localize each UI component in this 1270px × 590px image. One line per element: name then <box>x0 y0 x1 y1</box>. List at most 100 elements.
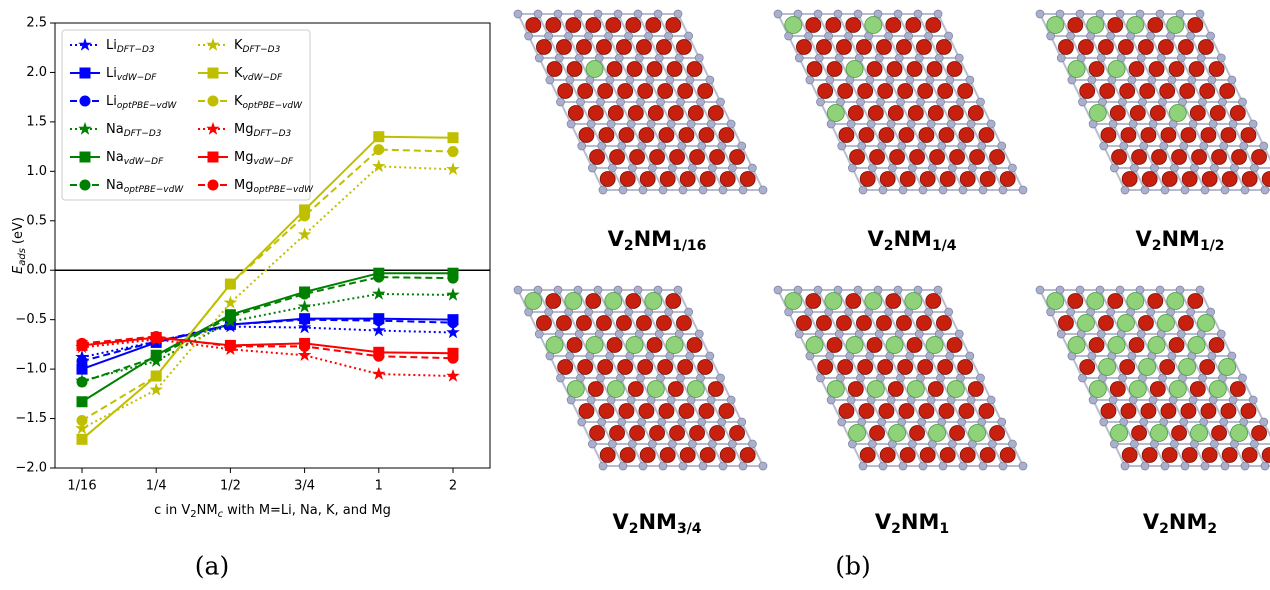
x-tick-label: 1 <box>375 479 383 494</box>
n-atom <box>878 360 893 375</box>
v-atom <box>555 54 563 62</box>
v-atom <box>1116 10 1124 18</box>
n-atom <box>740 448 755 463</box>
n-atom <box>1169 62 1184 77</box>
v-atom <box>577 98 585 106</box>
v-atom <box>687 120 695 128</box>
v-atom <box>1147 308 1155 316</box>
v-atom <box>1249 396 1257 404</box>
n-atom <box>568 106 583 121</box>
n-atom <box>858 360 873 375</box>
x-axis-label-part: NM <box>197 503 218 518</box>
n-atom <box>1201 128 1216 143</box>
metal-atom <box>867 381 884 398</box>
v-atom <box>919 186 927 194</box>
v-atom <box>926 76 934 84</box>
n-atom <box>1152 150 1167 165</box>
n-atom <box>659 404 674 419</box>
v-atom <box>655 330 663 338</box>
v-atom <box>886 76 894 84</box>
v-atom <box>637 374 645 382</box>
n-atom <box>1129 62 1144 77</box>
n-atom <box>796 316 811 331</box>
n-atom <box>1160 84 1175 99</box>
n-atom <box>636 316 651 331</box>
v-atom <box>915 330 923 338</box>
n-atom <box>578 360 593 375</box>
v-atom <box>1129 120 1137 128</box>
marker <box>225 341 235 351</box>
v-atom <box>1209 120 1217 128</box>
n-atom <box>947 338 962 353</box>
v-atom <box>1190 164 1198 172</box>
v-atom <box>646 352 654 360</box>
legend-subscript: optPBE−vdW <box>117 101 178 111</box>
metal-atom <box>525 293 542 310</box>
legend-subscript: vdW−DF <box>253 157 293 167</box>
v-atom <box>1097 54 1105 62</box>
v-atom <box>1116 286 1124 294</box>
v-atom <box>646 76 654 84</box>
n-atom <box>868 106 883 121</box>
n-atom <box>619 404 634 419</box>
marker <box>77 397 87 407</box>
n-atom <box>708 382 723 397</box>
v-atom <box>748 164 756 172</box>
v-atom <box>759 186 767 194</box>
v-atom <box>859 462 867 470</box>
n-atom <box>1162 448 1177 463</box>
n-atom <box>1230 106 1245 121</box>
n-atom <box>740 172 755 187</box>
metal-atom <box>1089 381 1106 398</box>
v-atom <box>1008 164 1016 172</box>
v-atom <box>615 54 623 62</box>
v-atom <box>895 54 903 62</box>
n-atom <box>720 448 735 463</box>
n-atom <box>940 448 955 463</box>
structures: V2NM1/16V2NM1/4V2NM1/2V2NM3/4V2NM1V2NM2 <box>514 10 1270 537</box>
v-atom <box>1121 186 1129 194</box>
v-atom <box>1217 54 1225 62</box>
y-axis-label-part: ads <box>17 248 28 266</box>
v-atom <box>1260 418 1268 426</box>
marker <box>77 434 87 444</box>
v-atom <box>1149 120 1157 128</box>
label-part: V <box>867 227 884 251</box>
legend-name: Na <box>106 122 124 137</box>
v-atom <box>1137 54 1145 62</box>
n-atom <box>838 360 853 375</box>
marker <box>447 370 459 382</box>
n-atom <box>618 84 633 99</box>
v-atom <box>977 374 985 382</box>
n-atom <box>596 316 611 331</box>
n-atom <box>590 150 605 165</box>
n-atom <box>896 316 911 331</box>
n-atom <box>687 338 702 353</box>
n-atom <box>816 40 831 55</box>
v-atom <box>1221 462 1229 470</box>
v-atom <box>946 76 954 84</box>
v-atom <box>1148 76 1156 84</box>
n-atom <box>1181 404 1196 419</box>
marker <box>77 338 87 348</box>
label-part: NM <box>634 227 672 251</box>
v-atom <box>668 164 676 172</box>
n-atom <box>620 448 635 463</box>
y-tick-label: 0.5 <box>26 213 47 228</box>
metal-atom <box>929 425 946 442</box>
structure <box>1036 10 1270 194</box>
v-atom <box>674 286 682 294</box>
legend-subscript: DFT−D3 <box>117 45 155 55</box>
v-atom <box>918 142 926 150</box>
v-atom <box>1159 98 1167 106</box>
metal-atom <box>1139 359 1156 376</box>
v-atom <box>939 462 947 470</box>
n-atom <box>860 448 875 463</box>
metal-atom <box>1148 337 1165 354</box>
v-atom <box>1199 98 1207 106</box>
panel-label: (b) <box>835 552 871 581</box>
n-atom <box>1129 338 1144 353</box>
n-atom <box>939 404 954 419</box>
x-axis-label: c in V2NMcwith M=Li, Na, K, and Mg <box>154 503 391 521</box>
n-atom <box>720 172 735 187</box>
